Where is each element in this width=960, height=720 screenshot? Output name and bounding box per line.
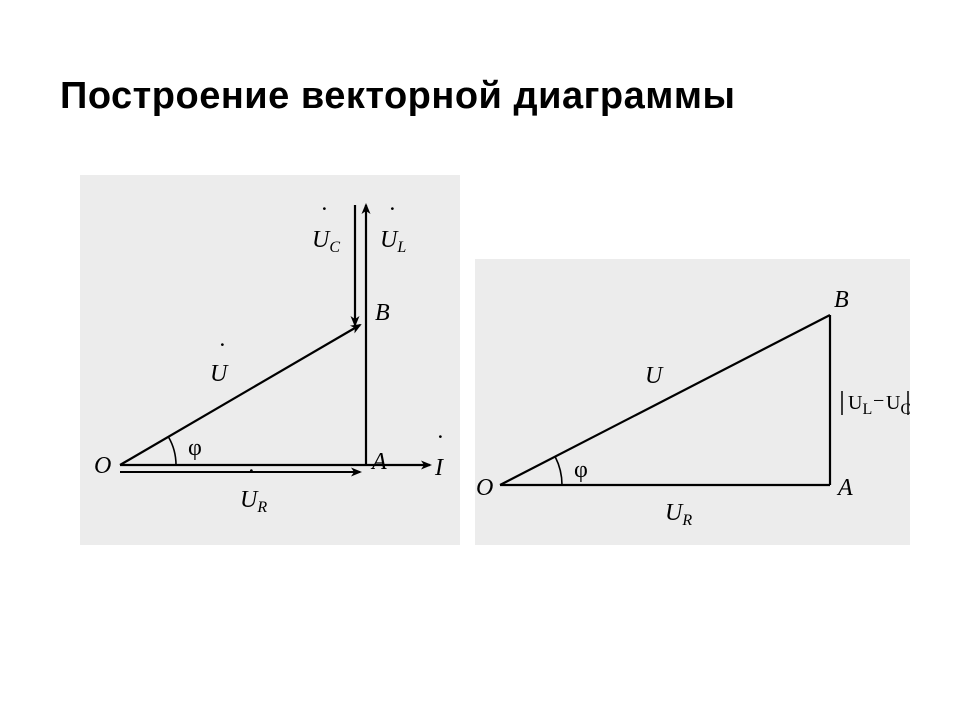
diagram-svg: OAB˙I˙UR˙U˙UL˙UCφOABURUUL−UCφ xyxy=(80,175,910,555)
svg-text:A: A xyxy=(370,449,387,475)
svg-text:U: U xyxy=(645,363,664,389)
svg-text:U: U xyxy=(210,361,229,387)
svg-text:O: O xyxy=(94,453,111,479)
svg-text:O: O xyxy=(476,475,493,501)
svg-text:−: − xyxy=(873,390,884,412)
svg-text:B: B xyxy=(834,287,849,313)
svg-text:B: B xyxy=(375,300,390,326)
page-title: Построение векторной диаграммы xyxy=(60,75,735,118)
svg-text:φ: φ xyxy=(188,435,202,461)
svg-text:φ: φ xyxy=(574,457,588,483)
svg-text:I: I xyxy=(434,455,444,481)
svg-text:A: A xyxy=(836,475,853,501)
vector-diagram-figure: OAB˙I˙UR˙U˙UL˙UCφOABURUUL−UCφ xyxy=(80,175,910,555)
